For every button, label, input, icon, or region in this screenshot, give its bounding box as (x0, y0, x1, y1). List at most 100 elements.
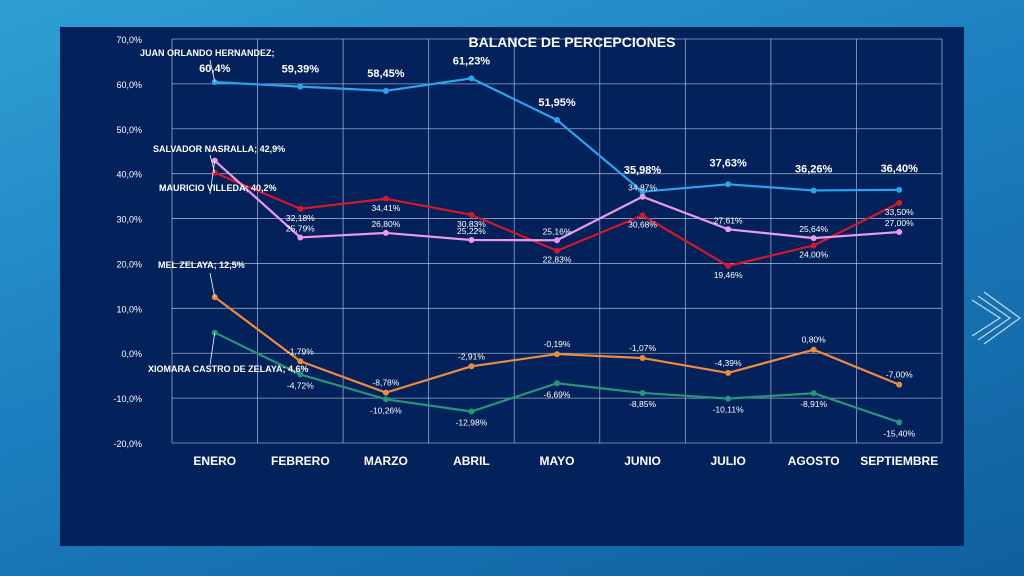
data-point (297, 358, 304, 365)
series-callout-label: XIOMARA CASTRO DE ZELAYA; 4,6% (148, 364, 309, 374)
data-point (639, 188, 646, 195)
y-tick-label: 40,0% (116, 170, 142, 180)
data-label: -7,00% (886, 370, 913, 380)
data-point (896, 186, 903, 193)
data-label: 58,45% (367, 68, 405, 80)
callout-leader (209, 154, 216, 173)
data-label: 34,87% (628, 183, 657, 193)
data-label: -12,98% (456, 417, 488, 427)
series-3 (211, 294, 903, 396)
data-label: 36,40% (881, 163, 919, 175)
data-point (468, 237, 475, 244)
data-point (297, 205, 304, 212)
series-0 (211, 75, 903, 195)
x-tick-label: ABRIL (453, 454, 490, 468)
data-label: 59,39% (282, 64, 320, 76)
data-point (725, 395, 732, 402)
y-tick-label: 50,0% (116, 125, 142, 135)
data-point (297, 371, 304, 378)
data-label: 25,16% (543, 226, 572, 236)
data-label: -2,91% (458, 351, 485, 361)
data-label: 19,46% (714, 270, 743, 280)
data-label: 61,23% (453, 55, 491, 67)
callout-leader (209, 332, 216, 366)
data-point (810, 390, 817, 397)
data-label: 22,83% (543, 255, 572, 265)
chart-panel: -20,0% -10,0% 0,0% 10,0% 20,0% 30,0% 40,0% 50,0… (60, 27, 964, 546)
data-point (639, 389, 646, 396)
data-label: 27,61% (714, 215, 743, 225)
data-point (896, 229, 903, 236)
y-tick-label: 70,0% (116, 35, 142, 45)
data-label: 37,63% (709, 157, 747, 169)
data-point (554, 237, 560, 244)
data-point (725, 262, 732, 269)
data-point (468, 408, 475, 415)
data-point (725, 226, 732, 233)
data-point (639, 193, 646, 200)
callout-leader (209, 272, 216, 298)
data-label: 0,80% (802, 335, 827, 345)
data-point (725, 369, 732, 376)
data-label: 32,18% (286, 213, 315, 223)
y-tick-label: 30,0% (116, 215, 142, 225)
y-axis-ticks: -20,0% -10,0% 0,0% 10,0% 20,0% 30,0% 40,0% 50,0… (113, 35, 142, 449)
data-label: -8,91% (800, 399, 827, 409)
data-point (382, 396, 389, 403)
y-tick-label: 10,0% (116, 304, 142, 314)
data-label: -10,11% (713, 405, 744, 415)
data-label: 25,22% (457, 226, 486, 236)
line-chart: -20,0% -10,0% 0,0% 10,0% 20,0% 30,0% 40,0% 50,0… (113, 34, 943, 468)
data-label: -1,07% (629, 343, 656, 353)
series-callout-label: MEL ZELAYA; 12,5% (158, 260, 245, 270)
chart-title: BALANCE DE PERCEPCIONES (469, 34, 676, 50)
data-label: -0,19% (544, 339, 571, 349)
data-label: -4,39% (715, 358, 742, 368)
data-point (639, 212, 646, 219)
y-tick-label: -10,0% (113, 394, 142, 404)
data-point (896, 381, 903, 388)
data-label: 34,41% (371, 203, 400, 213)
data-label: 51,95% (538, 97, 576, 109)
data-point (554, 247, 560, 254)
data-point (810, 346, 817, 353)
data-point (297, 234, 304, 241)
data-point (468, 211, 475, 218)
data-point (382, 229, 389, 236)
data-point (725, 181, 732, 188)
x-tick-label: SEPTIEMBRE (860, 454, 938, 468)
x-tick-label: MARZO (364, 454, 408, 468)
data-label: 25,64% (799, 224, 828, 234)
data-label: 27,00% (885, 218, 914, 228)
series-lines (211, 75, 903, 426)
data-point (896, 419, 903, 426)
data-point (382, 195, 389, 202)
series-callout-label: JUAN ORLANDO HERNANDEZ; (140, 48, 275, 58)
x-tick-label: ENERO (193, 454, 236, 468)
series-4 (211, 329, 903, 426)
data-point (297, 83, 304, 90)
data-label: 35,98% (624, 165, 662, 177)
series-callout-label: SALVADOR NASRALLA; 42,9% (153, 144, 285, 154)
y-tick-label: -20,0% (113, 439, 142, 449)
data-label: -1,79% (287, 346, 314, 356)
data-point (810, 235, 817, 242)
data-label: 26,80% (371, 219, 400, 229)
data-label: 60,4% (199, 63, 230, 75)
data-point (468, 363, 475, 370)
x-tick-label: JUNIO (624, 454, 661, 468)
callout-leader (209, 59, 216, 83)
data-label: -15,40% (883, 428, 915, 438)
data-point (382, 389, 389, 396)
x-tick-label: MAYO (540, 454, 575, 468)
data-point (554, 117, 560, 124)
data-label: -10,26% (370, 405, 402, 415)
data-label: -4,72% (287, 380, 314, 390)
data-point (211, 79, 218, 86)
data-labels: 59,39% 58,45% 61,23% 51,95% 35,98% 37,63% 36,2… (282, 55, 918, 438)
data-label: -6,69% (544, 389, 571, 399)
data-label: 30,68% (628, 220, 657, 230)
series-1 (211, 169, 903, 269)
data-label: 24,00% (799, 249, 828, 259)
